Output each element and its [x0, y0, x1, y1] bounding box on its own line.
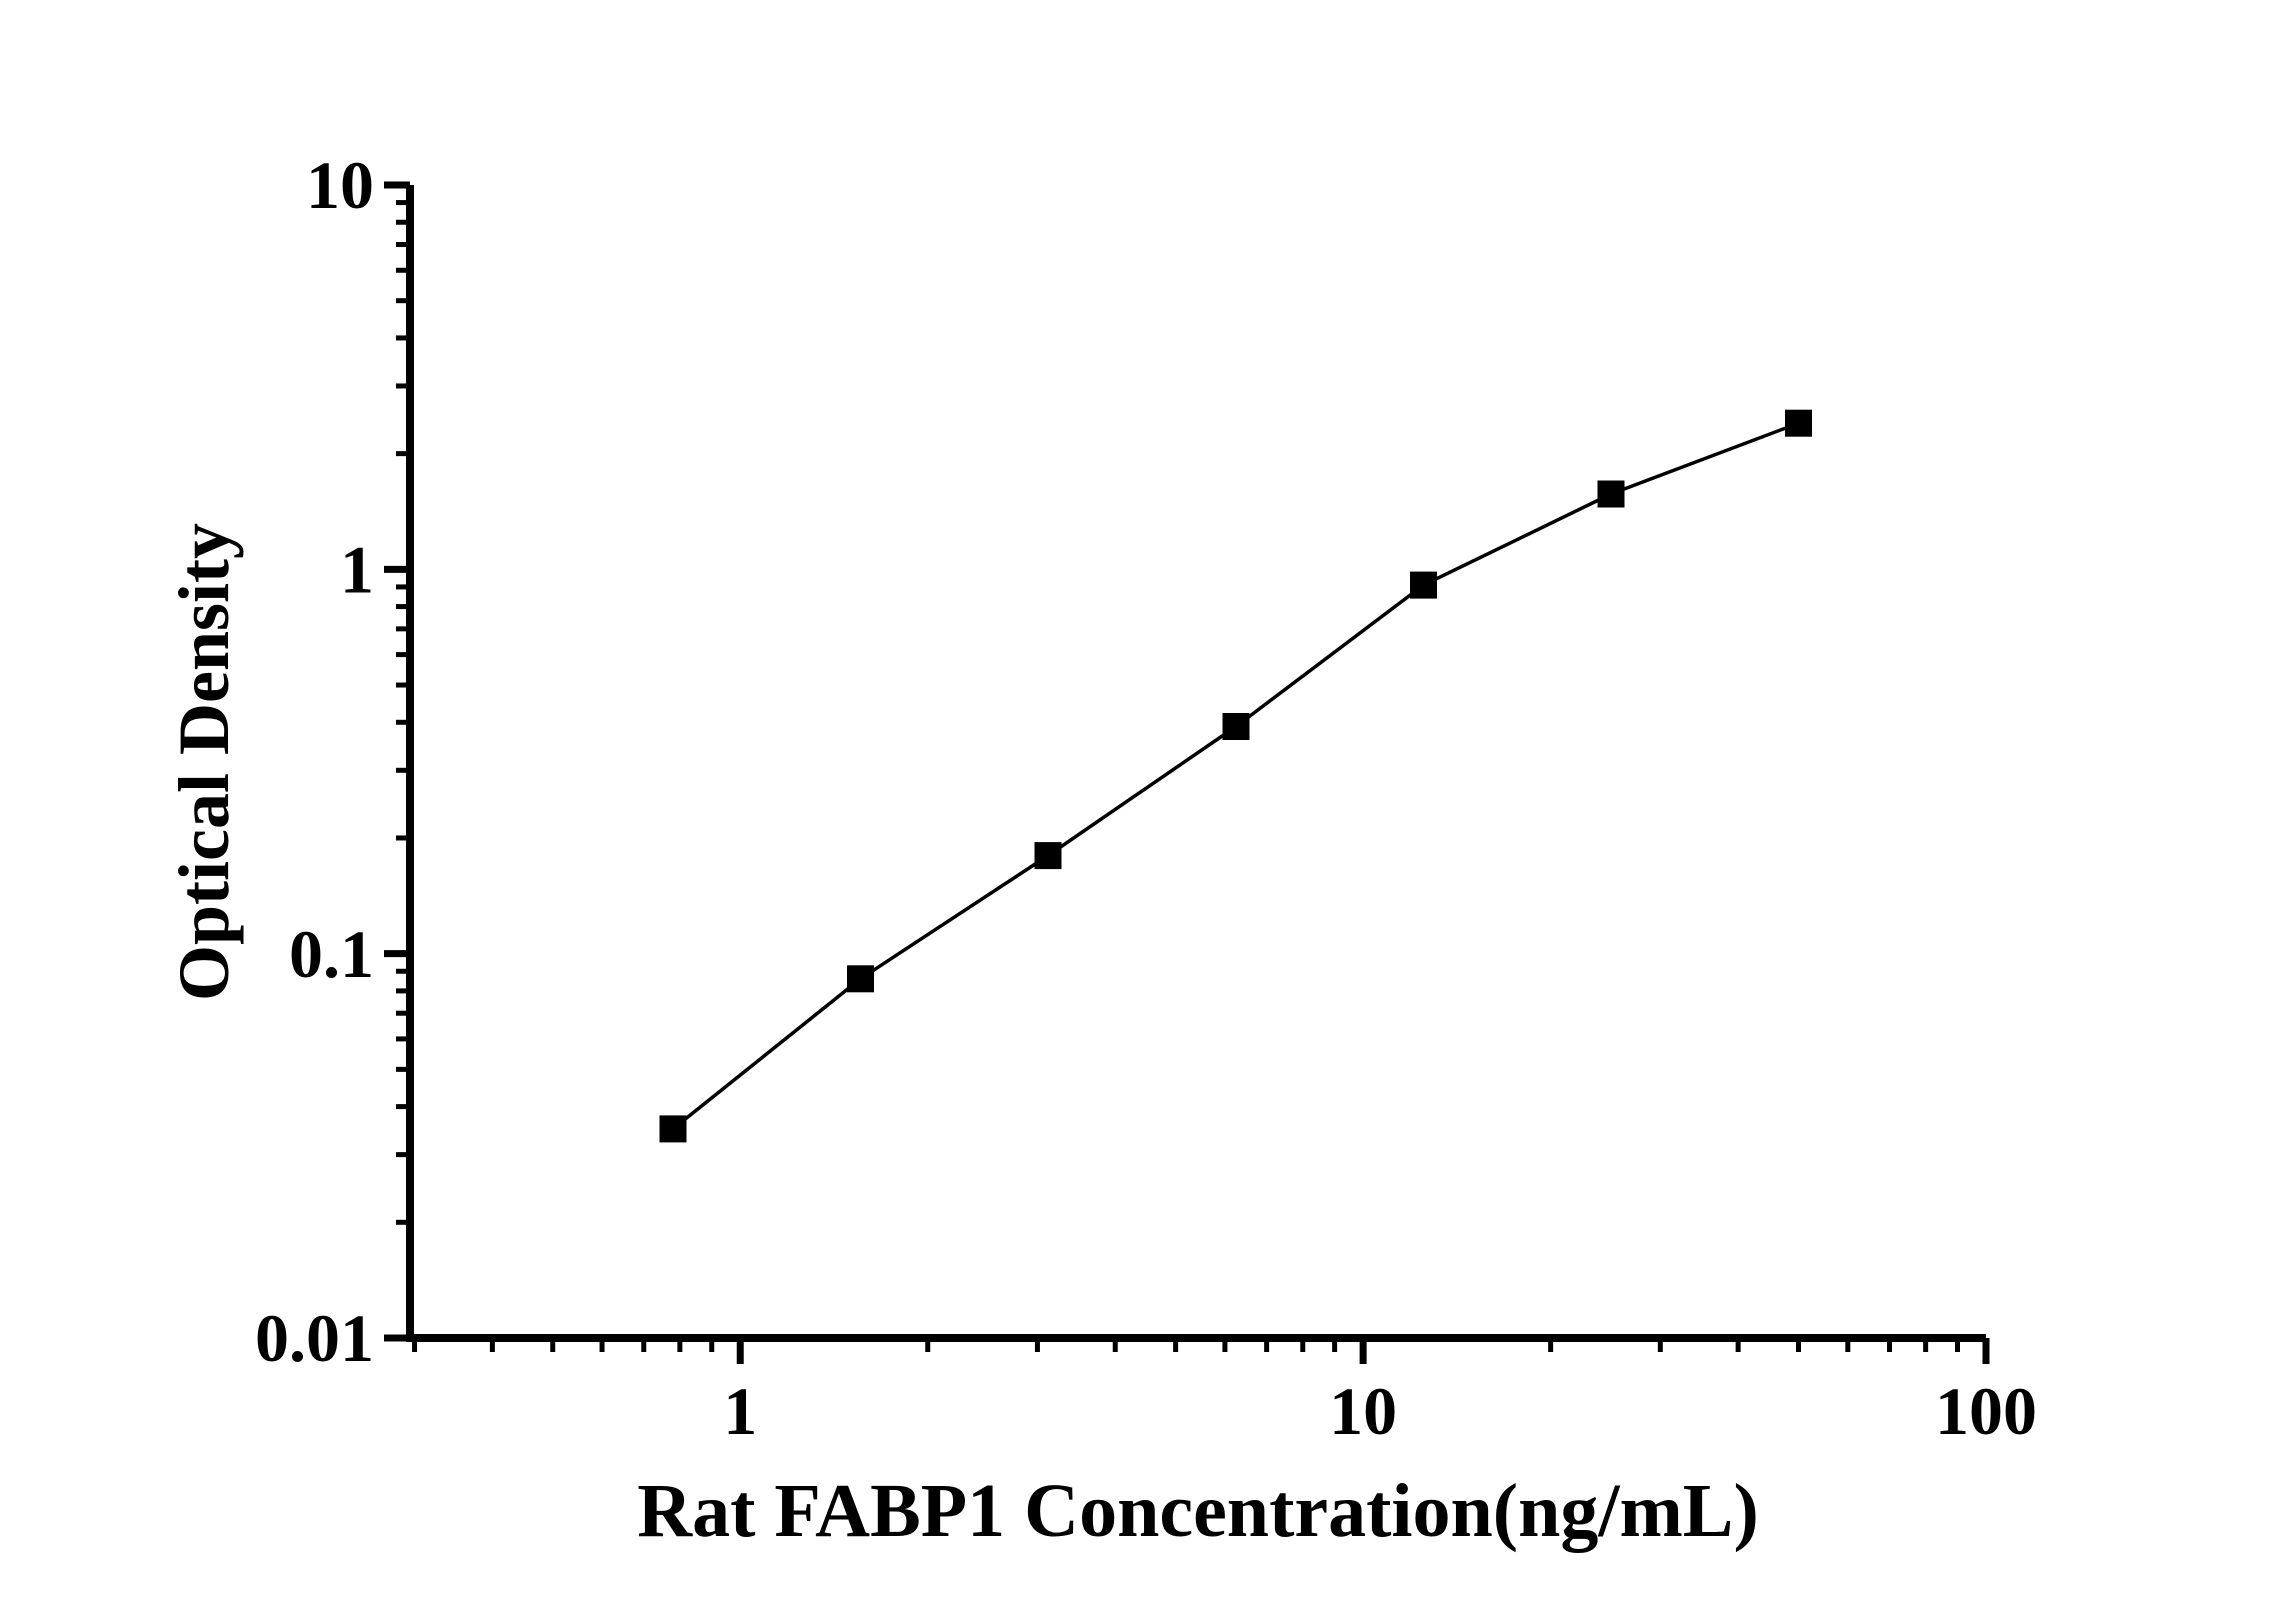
y-axis-title: Optical Density	[164, 523, 244, 1001]
data-point-marker	[1034, 842, 1062, 870]
axes-and-ticks-layer: 1 10 100 10 1 0.1 0.01	[255, 147, 2037, 1449]
series-line	[671, 421, 1801, 1131]
data-point-marker	[1597, 480, 1625, 508]
y-tick-label: 10	[306, 147, 374, 223]
data-series-layer	[659, 409, 1812, 1143]
data-point-marker	[1222, 713, 1250, 740]
x-tick-label: 10	[1329, 1373, 1397, 1449]
data-point-marker	[847, 965, 874, 993]
x-tick-label: 1	[723, 1373, 757, 1449]
y-tick-label: 0.1	[289, 916, 374, 992]
y-tick-label: 0.01	[255, 1300, 374, 1376]
data-point-marker	[659, 1115, 687, 1143]
x-tick-label: 100	[1935, 1373, 2037, 1449]
axes-frame	[406, 185, 1986, 1342]
data-point-marker	[1410, 571, 1437, 599]
y-tick-label: 1	[340, 531, 374, 607]
data-point-marker	[1785, 409, 1812, 437]
x-axis-title: Rat FABP1 Concentration(ng/mL)	[637, 1469, 1759, 1553]
